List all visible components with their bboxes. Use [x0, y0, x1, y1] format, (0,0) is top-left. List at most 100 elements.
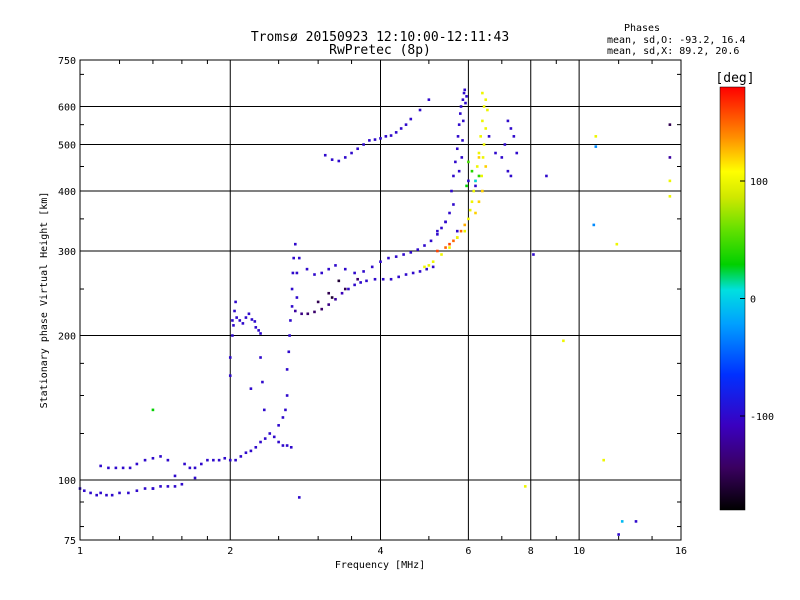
data-point — [334, 297, 337, 301]
chart-subtitle: RwPretec (8p) — [329, 43, 431, 58]
data-point — [285, 394, 289, 397]
data-point — [228, 458, 232, 462]
data-point — [448, 211, 451, 215]
data-point — [381, 277, 385, 281]
data-point — [418, 270, 422, 273]
data-point — [217, 458, 221, 462]
data-point — [99, 491, 102, 495]
data-point — [285, 444, 289, 447]
data-point — [330, 296, 334, 299]
y-tick-label: 100 — [58, 476, 76, 487]
data-point — [82, 489, 86, 493]
data-point — [244, 451, 248, 455]
data-point — [465, 95, 468, 98]
data-point — [397, 275, 400, 279]
data-point — [347, 287, 350, 291]
data-point — [452, 239, 455, 243]
data-point — [291, 271, 295, 275]
data-point — [457, 123, 461, 126]
data-point — [602, 458, 605, 462]
data-point — [373, 138, 377, 141]
data-point — [509, 127, 513, 130]
data-point — [387, 256, 390, 260]
data-point — [159, 455, 162, 458]
data-point — [234, 300, 237, 304]
data-point — [467, 179, 470, 183]
data-point — [231, 334, 234, 337]
data-point — [244, 316, 248, 319]
data-point — [334, 264, 337, 267]
data-point — [464, 101, 467, 105]
data-point — [173, 474, 177, 478]
data-point — [272, 435, 276, 439]
data-point — [313, 273, 316, 276]
data-point — [295, 296, 299, 299]
axis-ticks — [80, 60, 681, 540]
data-point — [634, 520, 638, 523]
data-point — [239, 455, 243, 458]
data-point — [206, 458, 209, 462]
data-point — [263, 437, 267, 440]
y-tick-label: 200 — [58, 332, 76, 343]
data-point — [320, 271, 324, 275]
data-point — [316, 300, 320, 304]
data-point — [404, 273, 408, 276]
data-point — [425, 267, 428, 271]
data-point — [110, 493, 114, 497]
data-point — [477, 156, 481, 159]
data-point — [523, 485, 527, 488]
data-point — [562, 339, 565, 343]
data-point — [459, 105, 463, 108]
data-point — [475, 165, 479, 168]
data-point — [431, 260, 435, 264]
data-point — [288, 334, 291, 337]
data-point — [235, 316, 238, 319]
data-point — [128, 466, 132, 470]
data-point — [458, 112, 462, 115]
data-point — [477, 200, 481, 204]
x-tick-label: 10 — [573, 546, 585, 557]
data-point — [330, 158, 334, 161]
x-tick-label: 16 — [675, 546, 687, 557]
x-tick-labels: 1 2 4 6 8 10 16 — [77, 546, 687, 557]
data-point — [545, 174, 548, 178]
data-point — [402, 253, 405, 256]
data-point — [249, 387, 253, 390]
data-point — [300, 312, 303, 316]
data-point — [448, 246, 451, 249]
x-axis-label: Frequency [MHz] — [335, 560, 425, 571]
stats-o-line: mean, sd,O: -93.2, 16.4 — [607, 35, 745, 46]
data-point — [295, 271, 299, 275]
data-point — [105, 493, 108, 497]
data-point — [118, 491, 121, 495]
data-point — [143, 458, 147, 462]
data-point — [481, 156, 485, 159]
data-point — [462, 91, 466, 95]
data-point — [477, 151, 481, 155]
data-point — [436, 249, 439, 253]
data-point — [484, 98, 488, 101]
data-point — [481, 91, 484, 95]
data-point — [427, 264, 431, 267]
data-point — [89, 491, 92, 495]
data-point — [166, 485, 170, 488]
x-tick-label: 8 — [528, 546, 534, 557]
data-point — [444, 246, 447, 249]
data-point — [455, 236, 459, 239]
y-tick-label: 400 — [58, 187, 76, 198]
data-point — [294, 309, 297, 313]
data-point — [350, 151, 353, 155]
data-point — [440, 226, 443, 230]
data-point — [474, 211, 477, 215]
data-point — [470, 200, 474, 204]
data-point — [411, 271, 415, 275]
y-tick-label: 500 — [58, 141, 76, 152]
data-point — [257, 329, 260, 332]
x-tick-label: 6 — [465, 546, 471, 557]
data-point — [456, 135, 460, 138]
data-point — [356, 147, 359, 151]
data-point — [465, 184, 468, 188]
data-point — [289, 446, 293, 449]
data-point — [159, 485, 162, 488]
data-point — [668, 179, 672, 183]
